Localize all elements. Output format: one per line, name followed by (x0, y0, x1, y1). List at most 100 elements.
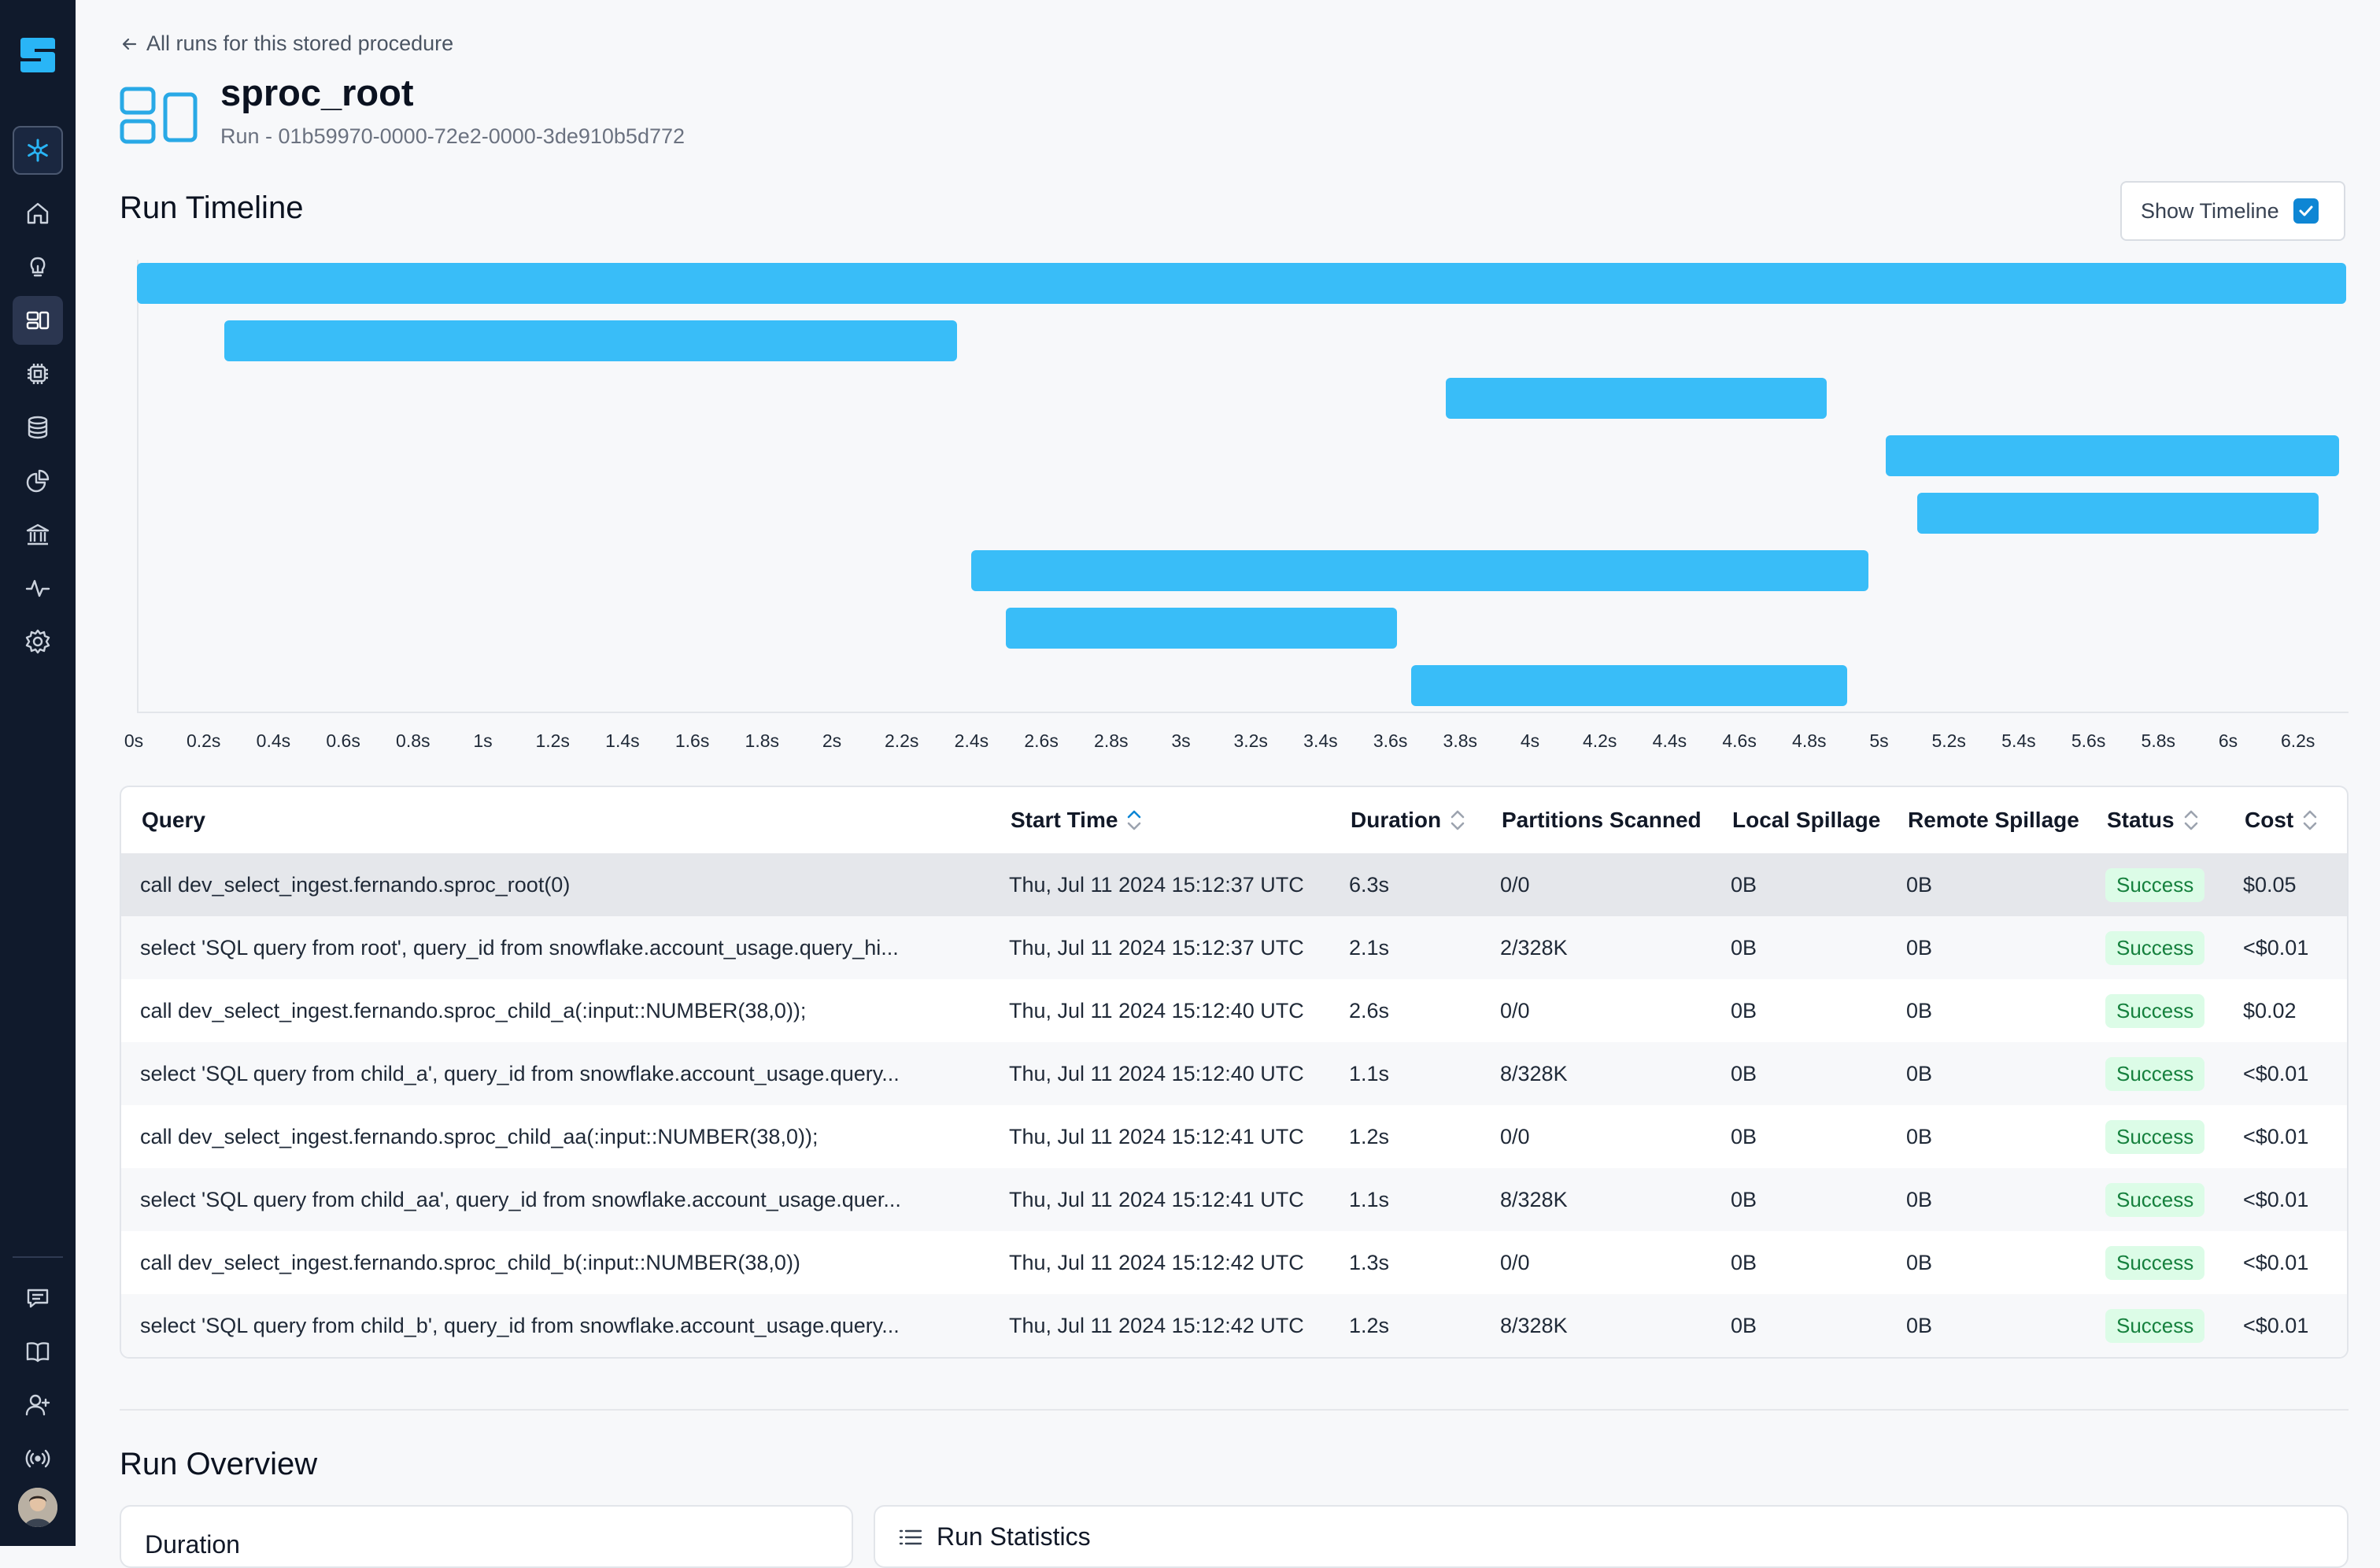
column-header: Query (142, 787, 205, 853)
sort-icon[interactable] (1125, 807, 1143, 834)
column-header[interactable]: Start Time (1011, 787, 1143, 853)
timeline-tick-label: 3.2s (1233, 730, 1268, 751)
table-row[interactable]: call dev_select_ingest.fernando.sproc_ch… (121, 1231, 2347, 1294)
timeline-tick-label: 0.6s (326, 730, 360, 751)
cell-partitions: 0/0 (1500, 998, 1530, 1023)
cell-status: Success (2105, 1231, 2205, 1294)
list-icon (899, 1529, 922, 1544)
cell-cost: $0.02 (2243, 998, 2297, 1023)
timeline-tick-label: 1s (473, 730, 493, 751)
database-icon[interactable] (13, 403, 63, 452)
timeline-tick-label: 2.6s (1024, 730, 1059, 751)
timeline-tick-label: 0s (124, 730, 144, 751)
sort-icon[interactable] (2301, 807, 2319, 834)
timeline-tick-label: 0.8s (396, 730, 431, 751)
cell-start: Thu, Jul 11 2024 15:12:37 UTC (1009, 935, 1304, 960)
timeline-tick-label: 1.2s (535, 730, 570, 751)
cell-local: 0B (1731, 1061, 1757, 1085)
table-row[interactable]: call dev_select_ingest.fernando.sproc_ch… (121, 979, 2347, 1042)
cell-status: Success (2105, 1042, 2205, 1105)
section-divider (120, 1409, 2349, 1411)
cell-cost: <$0.01 (2243, 1187, 2309, 1211)
broadcast-icon[interactable] (13, 1434, 63, 1483)
column-header[interactable]: Duration (1351, 787, 1466, 853)
timeline-bar[interactable] (1410, 665, 1848, 706)
status-badge: Success (2105, 1056, 2205, 1091)
bank-icon[interactable] (13, 510, 63, 559)
table-header: Query Start Time Duration Partitions Scanne… (121, 787, 2347, 853)
avatar[interactable] (18, 1488, 57, 1527)
cell-remote: 0B (1906, 1250, 1933, 1274)
column-header[interactable]: Cost (2245, 787, 2319, 853)
sort-icon[interactable] (2182, 807, 2200, 834)
column-header-label: Local Spillage (1732, 808, 1881, 832)
pie-chart-icon[interactable] (13, 457, 63, 505)
timeline-bar[interactable] (137, 263, 2347, 304)
sidebar-divider (13, 1256, 63, 1258)
app-logo[interactable] (17, 35, 58, 76)
cell-partitions: 8/328K (1500, 1313, 1568, 1337)
column-header: Local Spillage (1732, 787, 1880, 853)
table-row[interactable]: call dev_select_ingest.fernando.sproc_ch… (121, 1105, 2347, 1168)
cell-local: 0B (1731, 872, 1757, 897)
timeline-tick-label: 4.6s (1722, 730, 1757, 751)
settings-icon[interactable] (13, 617, 63, 666)
activity-icon[interactable] (13, 564, 63, 612)
back-link[interactable]: All runs for this stored procedure (120, 31, 453, 56)
column-header-label: Cost (2245, 808, 2294, 832)
timeline-bar[interactable] (1446, 378, 1827, 419)
cell-start: Thu, Jul 11 2024 15:12:37 UTC (1009, 872, 1304, 897)
sort-icon[interactable] (1449, 807, 1466, 834)
timeline-tick-label: 5s (1869, 730, 1889, 751)
table-row[interactable]: call dev_select_ingest.fernando.sproc_ro… (121, 853, 2347, 916)
table-row[interactable]: select 'SQL query from child_aa', query_… (121, 1168, 2347, 1231)
lightbulb-icon[interactable] (13, 242, 63, 291)
chip-icon[interactable] (13, 349, 63, 398)
add-user-icon[interactable] (13, 1381, 63, 1429)
timeline-tick-label: 4.2s (1582, 730, 1617, 751)
table-row[interactable]: select 'SQL query from root', query_id f… (121, 916, 2347, 979)
show-timeline-toggle[interactable]: Show Timeline (2120, 181, 2345, 241)
snowflake-icon[interactable] (13, 126, 63, 175)
sidebar (0, 0, 76, 1546)
queries-table: Query Start Time Duration Partitions Scanne… (120, 786, 2349, 1359)
cell-status: Success (2105, 916, 2205, 979)
timeline-tick-label: 2.8s (1094, 730, 1129, 751)
timeline-bar[interactable] (224, 320, 958, 361)
table-row[interactable]: select 'SQL query from child_b', query_i… (121, 1294, 2347, 1357)
status-badge: Success (2105, 1182, 2205, 1217)
timeline-tick-label: 2s (822, 730, 842, 751)
timeline-bar[interactable] (1006, 608, 1398, 649)
cell-duration: 1.2s (1349, 1313, 1390, 1337)
timeline-tick-label: 5.6s (2071, 730, 2106, 751)
column-header-label: Query (142, 808, 205, 832)
column-header-label: Duration (1351, 808, 1442, 832)
cell-remote: 0B (1906, 935, 1933, 960)
timeline-tick-label: 6.2s (2280, 730, 2315, 751)
cell-partitions: 8/328K (1500, 1187, 1568, 1211)
run-statistics-title: Run Statistics (937, 1522, 1091, 1551)
cell-status: Success (2105, 853, 2205, 916)
status-badge: Success (2105, 930, 2205, 965)
timeline-bar[interactable] (1916, 493, 2319, 534)
cell-status: Success (2105, 1294, 2205, 1357)
section-title-overview: Run Overview (120, 1447, 318, 1481)
run-statistics-panel: Run Statistics (874, 1505, 2349, 1568)
timeline-bar[interactable] (1885, 435, 2340, 476)
cell-cost: <$0.01 (2243, 1061, 2309, 1085)
timeline-bar[interactable] (970, 550, 1868, 591)
book-icon[interactable] (13, 1327, 63, 1376)
column-header[interactable]: Status (2107, 787, 2200, 853)
cell-cost: <$0.01 (2243, 1124, 2309, 1148)
status-badge: Success (2105, 993, 2205, 1028)
cell-duration: 1.2s (1349, 1124, 1390, 1148)
procedures-icon[interactable] (13, 296, 63, 345)
home-icon[interactable] (13, 189, 63, 238)
table-row[interactable]: select 'SQL query from child_a', query_i… (121, 1042, 2347, 1105)
timeline-tick-label: 6s (2218, 730, 2238, 751)
chat-icon[interactable] (13, 1274, 63, 1322)
cell-remote: 0B (1906, 872, 1933, 897)
cell-partitions: 0/0 (1500, 1124, 1530, 1148)
show-timeline-checkbox[interactable] (2293, 198, 2319, 224)
cell-start: Thu, Jul 11 2024 15:12:41 UTC (1009, 1124, 1304, 1148)
